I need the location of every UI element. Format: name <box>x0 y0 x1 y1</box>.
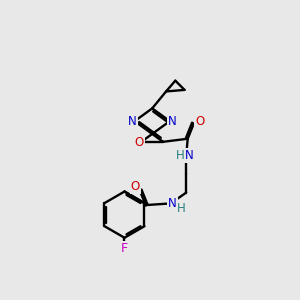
Text: N: N <box>185 149 194 162</box>
Text: N: N <box>128 115 137 128</box>
Text: O: O <box>131 180 140 193</box>
Text: O: O <box>134 136 144 149</box>
Text: F: F <box>121 242 128 255</box>
Text: H: H <box>177 202 186 214</box>
Text: N: N <box>168 197 177 210</box>
Text: N: N <box>168 115 176 128</box>
Text: O: O <box>195 115 205 128</box>
Text: H: H <box>176 149 184 162</box>
